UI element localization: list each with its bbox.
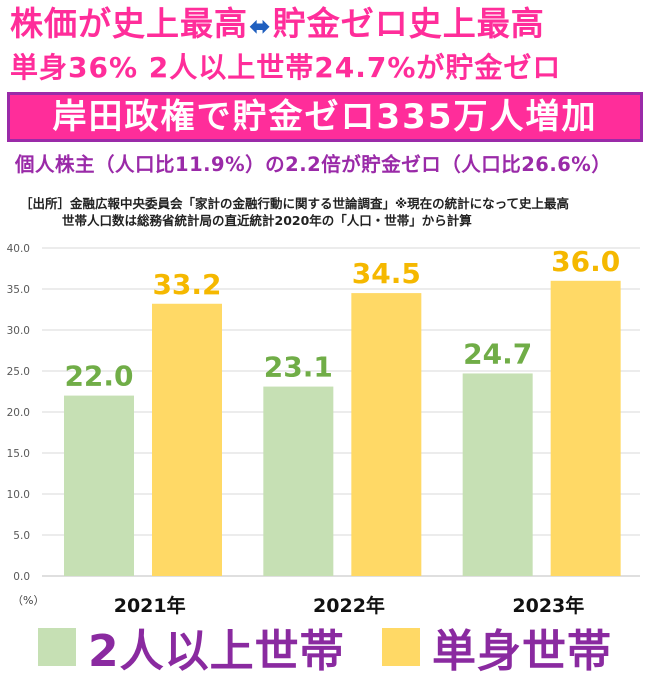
y-tick-label: 0.0 xyxy=(13,571,30,583)
legend-swatch-series-b xyxy=(382,628,420,666)
y-unit-label: （%） xyxy=(12,594,44,607)
bar xyxy=(462,373,533,576)
legend-label-series-a: 2人以上世帯 xyxy=(88,626,345,677)
legend-item-series-b: 単身世帯 xyxy=(382,618,612,677)
legend-label-series-b: 単身世帯 xyxy=(432,626,612,677)
double-arrow-icon: ⬌ xyxy=(249,12,272,42)
bar xyxy=(351,293,422,576)
y-tick-label: 35.0 xyxy=(7,284,30,296)
data-label: 24.7 xyxy=(463,337,532,370)
bar xyxy=(550,280,621,576)
headline-line1: 株価が史上最高⬌貯金ゼロ史上最高 xyxy=(10,4,545,47)
bar-chart: 0.0 5.0 10.0 15.0 20.0 25.0 30.0 35.0 40.0 （%） 22.… xyxy=(7,243,640,617)
source-note: ［出所］金融広報中央委員会「家計の金融行動に関する世論調査」※現在の統計になって… xyxy=(20,195,569,229)
x-tick-label: 2023年 xyxy=(512,594,584,617)
headline-line2: 単身36% 2人以上世帯24.7%が貯金ゼロ xyxy=(10,51,562,84)
legend-swatch-series-a xyxy=(38,628,76,666)
bar xyxy=(152,303,222,576)
data-label: 23.1 xyxy=(264,351,333,384)
data-label: 36.0 xyxy=(551,245,620,278)
headline-line1-right: 貯金ゼロ史上最高 xyxy=(272,4,545,43)
headline-line1-left: 株価が史上最高 xyxy=(10,4,248,43)
source-note-line2: 世帯人口数は総務省統計局の直近統計2020年の「人口・世帯」から計算 xyxy=(62,213,472,228)
data-label: 34.5 xyxy=(352,257,421,290)
x-tick-label: 2021年 xyxy=(114,594,186,617)
bar xyxy=(263,386,334,576)
headline-banner: 岸田政権で貯金ゼロ335万人増加 xyxy=(7,92,643,142)
headline-line4: 個人株主（人口比11.9%）の2.2倍が貯金ゼロ（人口比26.6%） xyxy=(15,153,612,176)
y-tick-label: 20.0 xyxy=(7,407,30,419)
y-tick-label: 30.0 xyxy=(7,325,30,337)
y-tick-label: 10.0 xyxy=(7,489,30,501)
y-tick-label: 15.0 xyxy=(7,448,30,460)
y-tick-label: 40.0 xyxy=(7,243,30,255)
y-tick-label: 5.0 xyxy=(13,530,30,542)
data-label: 22.0 xyxy=(64,360,133,393)
x-tick-label: 2022年 xyxy=(313,594,385,617)
source-note-line1: ［出所］金融広報中央委員会「家計の金融行動に関する世論調査」※現在の統計になって… xyxy=(20,196,570,211)
data-label: 33.2 xyxy=(152,268,221,301)
bar xyxy=(64,395,134,576)
y-tick-label: 25.0 xyxy=(7,366,30,378)
legend-item-series-a: 2人以上世帯 xyxy=(38,618,345,677)
